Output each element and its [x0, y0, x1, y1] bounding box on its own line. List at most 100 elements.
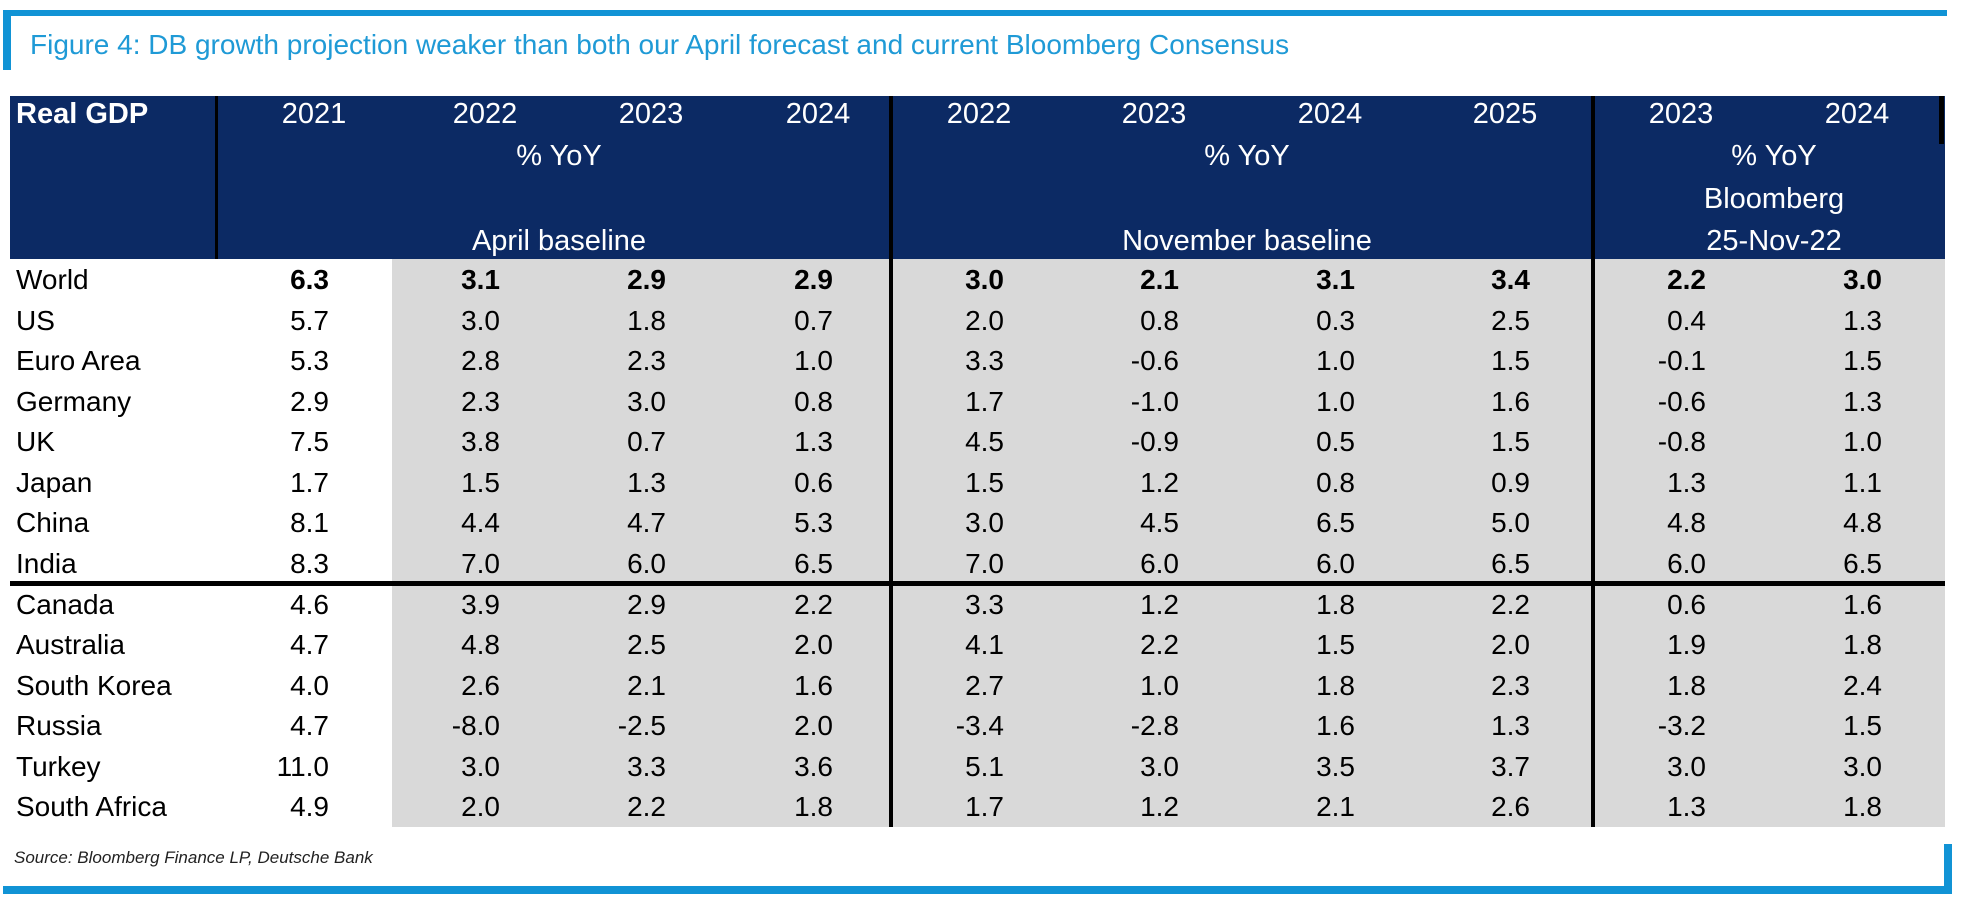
table-row: UK 7.5 3.8 0.7 1.3 4.5 -0.9 0.5 1.5 -0.8 1.0	[0, 421, 1963, 462]
cell-november-0: 3.0	[965, 264, 1004, 295]
cell-november-3: 2.5	[1491, 304, 1530, 336]
cell-2021: 5.7	[290, 304, 329, 336]
cell-april-1: 0.7	[627, 426, 666, 458]
cell-april-2: 0.8	[794, 385, 833, 417]
table-row: Turkey 11.0 3.0 3.3 3.6 5.1 3.0 3.5 3.7 3.0 3.0	[0, 746, 1963, 787]
cell-november-2: 0.8	[1316, 466, 1355, 498]
table-row: India 8.3 7.0 6.0 6.5 7.0 6.0 6.0 6.5 6.0 6.5	[0, 543, 1963, 584]
cell-november-1: -0.9	[1130, 426, 1179, 458]
cell-november-1: 1.2	[1140, 588, 1179, 620]
cell-2021: 1.7	[290, 466, 329, 498]
cell-2021: 4.7	[290, 710, 329, 742]
cell-april-0: 2.8	[461, 345, 500, 377]
cell-bloomberg-1: 1.5	[1843, 345, 1882, 377]
cell-april-1: 3.3	[627, 750, 666, 782]
cell-november-0: 2.0	[965, 304, 1004, 336]
cell-april-1: 2.9	[627, 588, 666, 620]
table-row: Euro Area 5.3 2.8 2.3 1.0 3.3 -0.6 1.0 1.5 -0.1 1.…	[0, 340, 1963, 381]
cell-bloomberg-0: 2.2	[1667, 264, 1706, 295]
cell-bloomberg-0: -0.8	[1657, 426, 1706, 458]
col-year-bbg-2023: 2023	[1648, 98, 1714, 130]
row-label: World	[16, 264, 89, 295]
cell-november-2: 3.1	[1316, 264, 1355, 295]
row-label: China	[16, 507, 90, 539]
cell-april-1: 1.3	[627, 466, 666, 498]
table-row: Japan 1.7 1.5 1.3 0.6 1.5 1.2 0.8 0.9 1.3 1.1	[0, 462, 1963, 503]
cell-bloomberg-1: 1.3	[1843, 304, 1882, 336]
cell-november-3: 6.5	[1491, 547, 1530, 579]
cell-april-1: 2.9	[627, 264, 666, 295]
table-row: South Africa 4.9 2.0 2.2 1.8 1.7 1.2 2.1 2.6 1.3 1…	[0, 786, 1963, 827]
cell-november-2: 1.0	[1316, 385, 1355, 417]
cell-april-0: 3.1	[461, 264, 500, 295]
november-unit-label: % YoY	[1204, 140, 1290, 172]
cell-april-1: -2.5	[617, 710, 666, 742]
cell-november-1: -1.0	[1130, 385, 1179, 417]
cell-bloomberg-0: 0.4	[1667, 304, 1706, 336]
cell-bloomberg-0: -0.6	[1657, 385, 1706, 417]
cell-november-3: 2.3	[1491, 669, 1530, 701]
cell-april-2: 0.7	[794, 304, 833, 336]
table-row: South Korea 4.0 2.6 2.1 1.6 2.7 1.0 1.8 2.3 1.8 2.…	[0, 665, 1963, 706]
cell-november-3: 3.4	[1491, 264, 1530, 295]
table-row: World 6.3 3.1 2.9 2.9 3.0 2.1 3.1 3.4 2.2 3.0	[0, 259, 1963, 300]
cell-november-1: 3.0	[1140, 750, 1179, 782]
cell-bloomberg-0: 1.3	[1667, 791, 1706, 823]
cell-november-0: 1.7	[965, 791, 1004, 823]
cell-bloomberg-1: 1.3	[1843, 385, 1882, 417]
bottom-right-accent-bar	[1944, 844, 1952, 894]
col-year-nov-2024: 2024	[1297, 98, 1363, 130]
cell-november-3: 2.2	[1491, 588, 1530, 620]
table-row: Australia 4.7 4.8 2.5 2.0 4.1 2.2 1.5 2.0 1.9 1.8	[0, 624, 1963, 665]
cell-april-1: 4.7	[627, 507, 666, 539]
cell-november-2: 0.3	[1316, 304, 1355, 336]
cell-november-0: 3.3	[965, 588, 1004, 620]
cell-november-1: 0.8	[1140, 304, 1179, 336]
row-label: UK	[16, 426, 55, 458]
row-label: Germany	[16, 385, 132, 417]
cell-bloomberg-1: 1.5	[1843, 710, 1882, 742]
col-year-april-2023: 2023	[618, 98, 684, 130]
cell-november-2: 1.8	[1316, 669, 1355, 701]
bloomberg-name-label: Bloomberg	[1703, 183, 1845, 215]
cell-april-1: 2.5	[627, 629, 666, 661]
cell-bloomberg-1: 2.4	[1843, 669, 1882, 701]
cell-2021: 4.9	[290, 791, 329, 823]
cell-november-0: -3.4	[955, 710, 1004, 742]
divider-right-edge	[1939, 96, 1944, 144]
col-year-nov-2022: 2022	[946, 98, 1012, 130]
cell-april-1: 6.0	[627, 547, 666, 579]
cell-april-0: 4.8	[461, 629, 500, 661]
cell-2021: 8.3	[290, 547, 329, 579]
cell-april-1: 1.8	[627, 304, 666, 336]
cell-april-0: 7.0	[461, 547, 500, 579]
top-accent-rule	[3, 10, 1947, 16]
cell-bloomberg-1: 6.5	[1843, 547, 1882, 579]
row-label: South Africa	[16, 791, 167, 823]
divider-label-column	[215, 96, 218, 259]
april-unit-label: % YoY	[516, 140, 602, 172]
cell-april-0: 1.5	[461, 466, 500, 498]
cell-bloomberg-1: 1.6	[1843, 588, 1882, 620]
cell-2021: 4.7	[290, 629, 329, 661]
cell-april-0: 4.4	[461, 507, 500, 539]
cell-april-1: 2.1	[627, 669, 666, 701]
cell-april-0: 2.3	[461, 385, 500, 417]
cell-bloomberg-1: 3.0	[1843, 750, 1882, 782]
cell-november-2: 2.1	[1316, 791, 1355, 823]
cell-november-2: 1.8	[1316, 588, 1355, 620]
cell-november-0: 3.0	[965, 507, 1004, 539]
cell-november-3: 1.6	[1491, 385, 1530, 417]
cell-bloomberg-0: -0.1	[1657, 345, 1706, 377]
cell-april-0: 3.0	[461, 750, 500, 782]
cell-bloomberg-0: 1.9	[1667, 629, 1706, 661]
cell-2021: 2.9	[290, 385, 329, 417]
cell-april-0: 3.8	[461, 426, 500, 458]
row-label: India	[16, 547, 77, 579]
title-left-accent-bar	[3, 10, 11, 70]
cell-november-0: 7.0	[965, 547, 1004, 579]
cell-november-1: 1.0	[1140, 669, 1179, 701]
col-year-bbg-2024: 2024	[1824, 98, 1890, 130]
cell-bloomberg-1: 1.8	[1843, 791, 1882, 823]
